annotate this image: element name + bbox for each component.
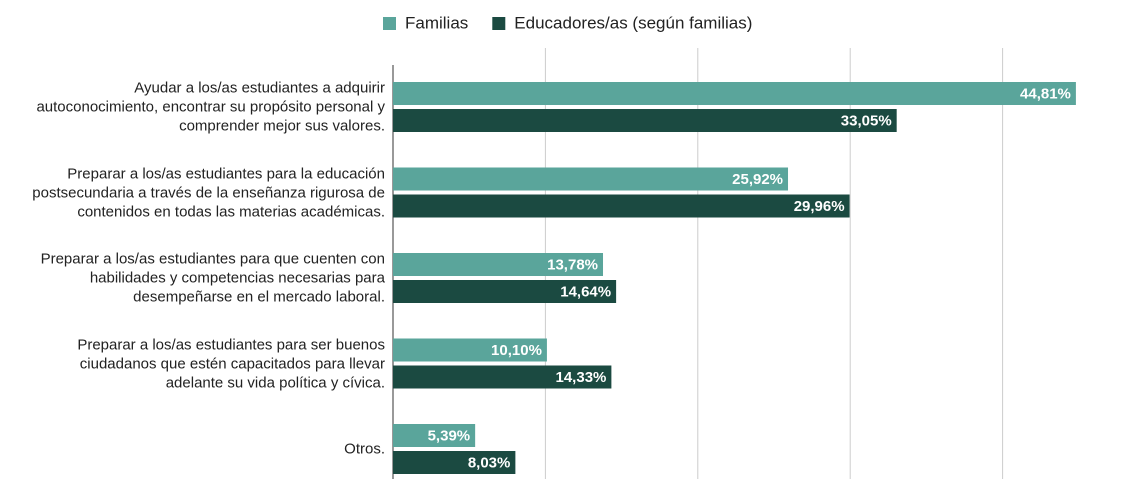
value-label: 14,64% [560, 283, 611, 300]
bar [393, 424, 476, 447]
value-label: 13,78% [547, 256, 598, 273]
bar [393, 451, 516, 474]
category-label: Ayudar a los/as estudiantes a adquirir a… [36, 79, 385, 135]
value-label: 10,10% [491, 342, 542, 359]
bar [393, 365, 612, 389]
legend-label: Educadores/as (según familias) [514, 13, 752, 32]
category-label: Preparar a los/as estudiantes para ser b… [77, 336, 385, 391]
value-label: 5,39% [428, 427, 471, 444]
bar [393, 253, 604, 276]
legend-swatch [383, 17, 396, 30]
category-label: Preparar a los/as estudiantes para que c… [40, 250, 385, 306]
bar [393, 109, 897, 132]
value-label: 33,05% [841, 112, 892, 129]
value-label: 29,96% [794, 198, 845, 215]
bar [393, 338, 547, 362]
category-label: Preparar a los/as estudiantes para la ed… [32, 165, 385, 220]
legend-label: Familias [405, 13, 468, 32]
bar [393, 194, 850, 218]
value-label: 44,81% [1020, 85, 1071, 102]
bar [393, 280, 617, 303]
value-label: 14,33% [556, 369, 607, 386]
value-label: 25,92% [732, 171, 783, 188]
value-label: 8,03% [468, 454, 511, 471]
category-label: Otros. [344, 440, 385, 458]
legend-swatch [492, 17, 506, 30]
bar [393, 82, 1076, 105]
bar [393, 167, 789, 191]
